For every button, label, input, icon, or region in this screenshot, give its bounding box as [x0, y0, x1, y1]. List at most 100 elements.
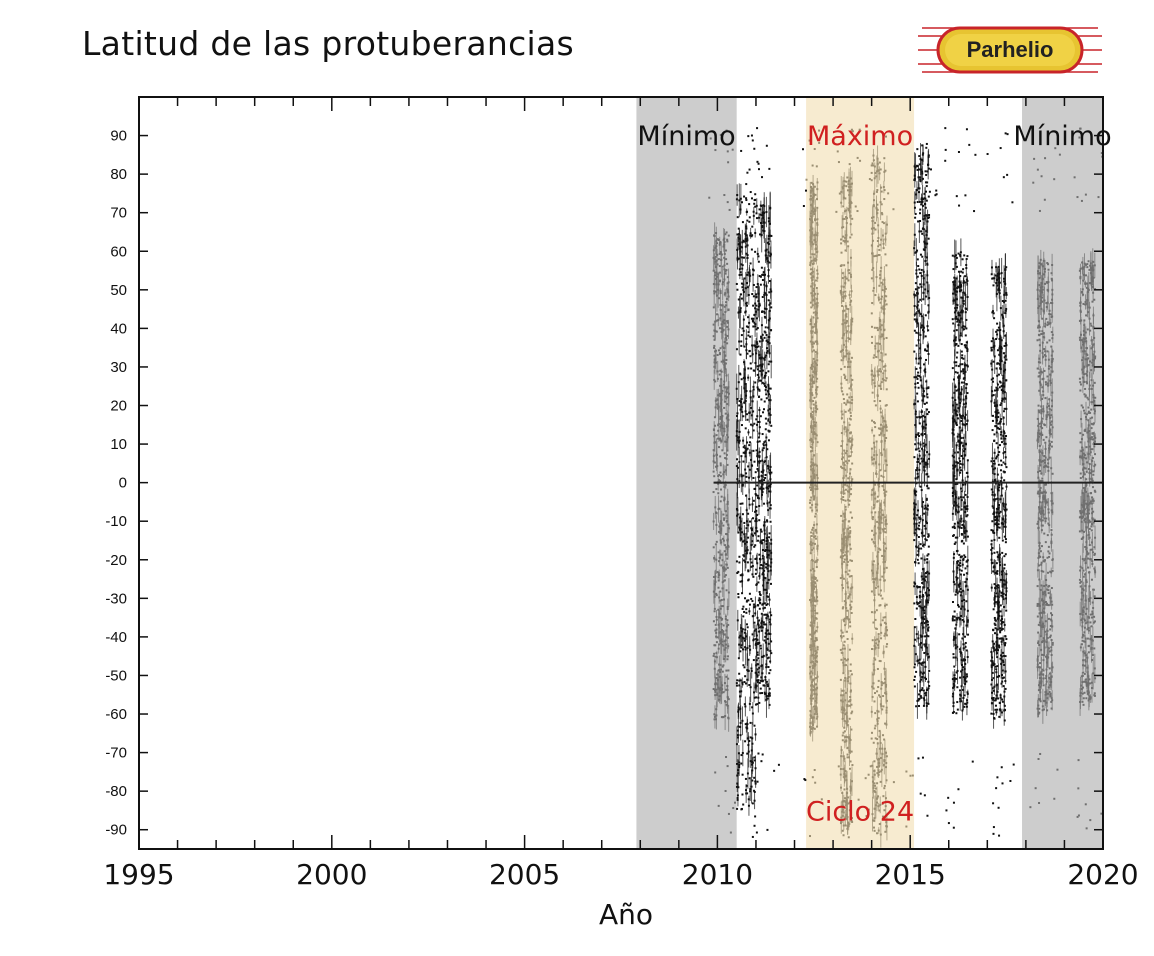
data-point	[714, 290, 717, 293]
data-point	[813, 542, 816, 545]
data-point	[742, 554, 745, 557]
data-point	[761, 603, 764, 606]
data-point	[759, 679, 762, 682]
data-point	[720, 253, 723, 256]
data-point	[735, 348, 738, 351]
data-point	[844, 797, 847, 800]
data-point	[878, 765, 881, 768]
data-point	[842, 731, 845, 734]
data-point	[914, 443, 917, 446]
data-point	[916, 558, 919, 561]
data-point	[722, 245, 725, 248]
data-point	[736, 734, 739, 737]
data-point	[927, 304, 930, 307]
data-point	[810, 212, 813, 215]
data-point	[750, 235, 753, 238]
data-point	[816, 599, 819, 602]
data-point	[877, 795, 880, 798]
data-point	[922, 442, 925, 445]
data-point	[814, 781, 817, 784]
data-point	[919, 416, 922, 419]
data-point	[738, 400, 741, 403]
data-point	[763, 606, 766, 609]
data-point	[741, 221, 744, 224]
data-point	[764, 623, 767, 626]
data-point	[809, 189, 812, 192]
data-point	[811, 336, 814, 339]
data-point	[764, 440, 767, 443]
data-point	[847, 802, 850, 805]
data-point	[726, 608, 729, 611]
data-point	[850, 819, 853, 822]
data-point	[881, 815, 884, 818]
data-point	[768, 703, 771, 706]
data-point	[765, 397, 768, 400]
data-point	[841, 607, 844, 610]
data-point	[762, 271, 765, 274]
data-point	[873, 421, 876, 424]
data-point	[815, 404, 818, 407]
data-point	[874, 426, 877, 429]
data-point	[879, 427, 882, 430]
data-point	[877, 717, 880, 720]
data-point	[766, 603, 769, 606]
data-point	[764, 613, 767, 616]
data-point	[760, 760, 763, 763]
data-point	[881, 597, 884, 600]
data-point	[877, 245, 880, 248]
data-point	[814, 193, 817, 196]
data-point	[715, 641, 718, 644]
data-point	[761, 692, 764, 695]
data-point	[745, 394, 748, 397]
data-point	[870, 538, 873, 541]
data-point	[726, 449, 729, 452]
data-point	[762, 487, 765, 490]
data-point	[840, 658, 843, 661]
data-point	[718, 643, 721, 646]
data-point	[755, 295, 758, 298]
data-point	[720, 564, 723, 567]
data-point	[916, 374, 919, 377]
data-point	[871, 391, 874, 394]
data-point	[746, 678, 749, 681]
data-point	[922, 616, 925, 619]
data-point	[725, 669, 728, 672]
data-point	[848, 387, 851, 390]
data-point	[745, 472, 748, 475]
data-point	[816, 487, 819, 490]
data-point	[870, 164, 873, 167]
data-point	[873, 727, 876, 730]
data-point	[715, 512, 718, 515]
data-point	[716, 319, 719, 322]
data-point	[851, 378, 854, 381]
data-point	[764, 473, 767, 476]
data-point	[741, 286, 744, 289]
data-point	[738, 679, 741, 682]
data-point	[721, 389, 724, 392]
data-point	[717, 423, 720, 426]
data-point	[809, 191, 812, 194]
data-point	[719, 480, 722, 483]
data-point	[873, 807, 876, 810]
data-point	[722, 328, 725, 331]
data-point	[925, 688, 928, 691]
data-point	[762, 684, 765, 687]
data-point	[815, 279, 818, 282]
data-point	[845, 307, 848, 310]
data-point	[746, 626, 749, 629]
data-point	[766, 828, 769, 831]
data-point	[742, 803, 745, 806]
data-point	[925, 242, 928, 245]
data-point	[769, 520, 772, 523]
data-point	[767, 666, 770, 669]
data-point	[715, 330, 718, 333]
data-point	[874, 724, 877, 727]
data-point	[743, 345, 746, 348]
data-point	[870, 590, 873, 593]
data-point	[871, 341, 874, 344]
data-point	[755, 212, 758, 215]
data-point	[916, 476, 919, 479]
data-point	[878, 735, 881, 738]
data-point	[745, 494, 748, 497]
data-point	[918, 450, 921, 453]
